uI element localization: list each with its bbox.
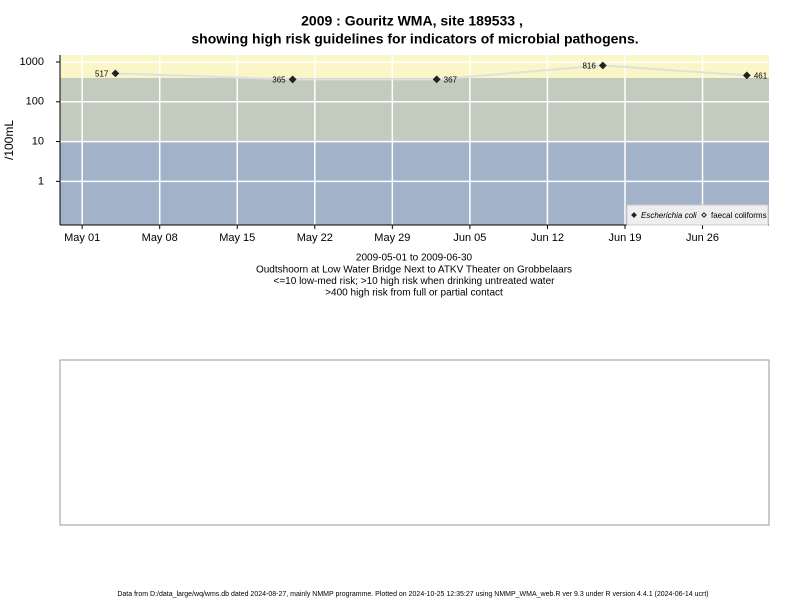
x-tick-label: Jun 19 (608, 232, 641, 244)
data-label: 816 (582, 62, 596, 71)
data-label: 365 (272, 76, 286, 85)
y-tick-label: 10 (32, 135, 44, 147)
chart-title: 2009 : Gouritz WMA, site 189533 , (301, 13, 523, 29)
subtitle: 2009-05-01 to 2009-06-30 (356, 253, 473, 264)
legend-marker (701, 212, 707, 218)
subtitle: >400 high risk from full or partial cont… (325, 288, 503, 299)
x-tick-label: May 15 (219, 232, 255, 244)
x-tick-label: May 29 (374, 232, 410, 244)
legend-label: Escherichia coli (641, 211, 697, 220)
y-tick-label: 1 (38, 175, 44, 187)
x-tick-label: Jun 12 (531, 232, 564, 244)
x-tick-label: May 08 (142, 232, 178, 244)
data-point (111, 69, 120, 78)
data-point (598, 61, 607, 70)
y-axis-label: /100mL (2, 120, 16, 160)
empty-panel (59, 359, 770, 526)
y-tick-label: 1000 (20, 56, 44, 68)
legend-marker (631, 212, 637, 218)
risk-band (60, 77, 769, 142)
chart-title: showing high risk guidelines for indicat… (191, 31, 638, 47)
data-point (288, 75, 297, 84)
subtitle: Oudtshoorn at Low Water Bridge Next to A… (256, 264, 572, 275)
data-label: 367 (444, 75, 458, 84)
data-point (432, 75, 441, 84)
data-label: 461 (754, 71, 768, 80)
legend-label: faecal coliforms (711, 211, 767, 220)
subtitle: <=10 low-med risk; >10 high risk when dr… (274, 276, 556, 287)
legend-box (626, 204, 769, 226)
data-label: 517 (95, 70, 109, 79)
data-point (742, 71, 751, 80)
x-tick-label: Jun 05 (453, 232, 486, 244)
x-tick-label: Jun 26 (686, 232, 719, 244)
y-tick-label: 100 (26, 96, 44, 108)
x-tick-label: May 22 (297, 232, 333, 244)
x-tick-label: May 01 (64, 232, 100, 244)
footer: Data from D:/data_large/wq/wms.db dated … (117, 591, 708, 598)
